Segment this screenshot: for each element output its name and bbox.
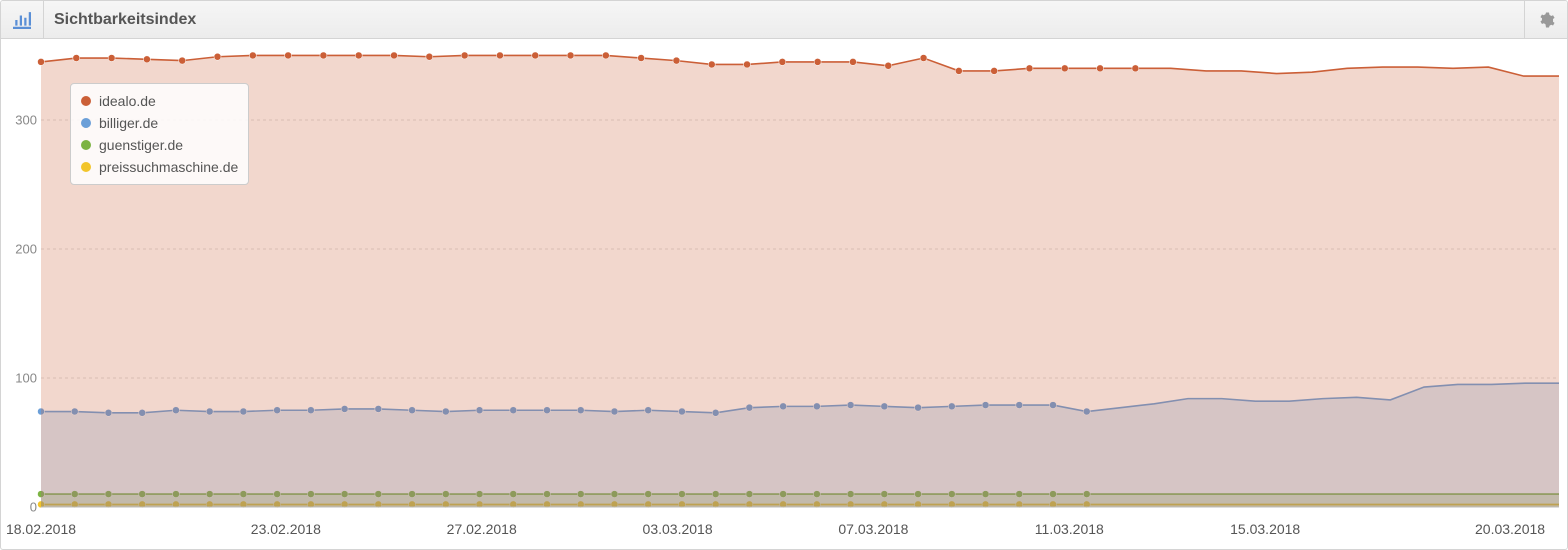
legend-label: preissuchmaschine.de (99, 156, 238, 178)
legend-box: idealo.debilliger.deguenstiger.depreissu… (70, 83, 249, 185)
chart-panel: Sichtbarkeitsindex 0 100 200 300 18.02.2018… (0, 0, 1568, 550)
x-tick-label: 15.03.2018 (1230, 521, 1300, 537)
legend-dot-icon (81, 118, 91, 128)
gear-icon[interactable] (1524, 1, 1555, 39)
y-tick-label: 100 (7, 370, 37, 385)
legend-item[interactable]: preissuchmaschine.de (81, 156, 238, 178)
y-tick-label: 200 (7, 241, 37, 256)
x-tick-label: 07.03.2018 (838, 521, 908, 537)
legend-label: guenstiger.de (99, 134, 183, 156)
y-tick-label: 0 (7, 500, 37, 515)
legend-item[interactable]: idealo.de (81, 90, 238, 112)
panel-title: Sichtbarkeitsindex (54, 11, 196, 29)
legend-item[interactable]: guenstiger.de (81, 134, 238, 156)
chart-body: 0 100 200 300 18.02.2018 23.02.2018 27.02.201… (1, 39, 1567, 549)
x-tick-label: 23.02.2018 (251, 521, 321, 537)
x-tick-label: 03.03.2018 (643, 521, 713, 537)
legend-dot-icon (81, 96, 91, 106)
panel-header: Sichtbarkeitsindex (1, 1, 1567, 39)
legend-label: billiger.de (99, 112, 158, 134)
x-tick-label: 18.02.2018 (6, 521, 76, 537)
legend-dot-icon (81, 140, 91, 150)
legend-label: idealo.de (99, 90, 156, 112)
y-tick-label: 300 (7, 112, 37, 127)
x-tick-label: 27.02.2018 (447, 521, 517, 537)
bar-chart-icon (13, 1, 44, 39)
x-tick-label: 20.03.2018 (1475, 521, 1545, 537)
legend-item[interactable]: billiger.de (81, 112, 238, 134)
x-tick-label: 11.03.2018 (1035, 521, 1104, 537)
legend-dot-icon (81, 162, 91, 172)
